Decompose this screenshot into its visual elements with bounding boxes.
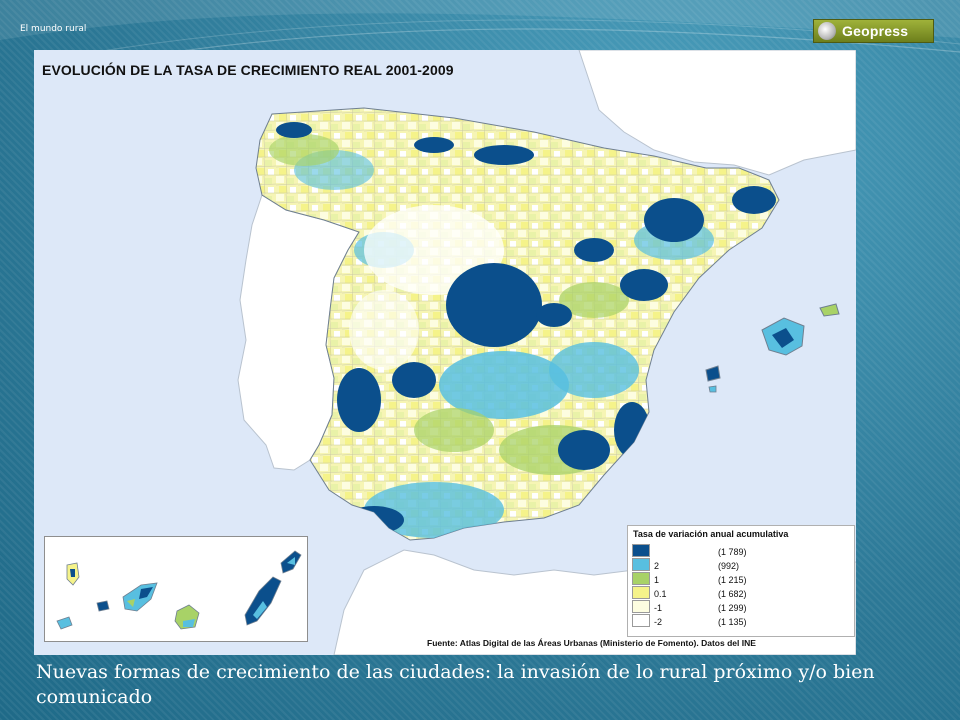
legend-count: (1 789) (718, 547, 747, 557)
legend-label: -1 (654, 603, 663, 613)
legend-item: (1 789) (632, 544, 852, 558)
legend-count: (1 215) (718, 575, 747, 585)
legend-count: (992) (718, 561, 740, 571)
legend-label: 1 (654, 575, 660, 585)
map-legend: Tasa de variación anual acumulativa (1 7… (627, 525, 855, 637)
legend-item: 1 (1 215) (632, 572, 852, 586)
map-canvas (237, 50, 856, 655)
legend-label: 0.1 (654, 589, 667, 599)
island-la-gomera (96, 600, 110, 612)
legend-item: -2 (1 135) (632, 614, 852, 628)
legend-title: Tasa de variación anual acumulativa (633, 529, 789, 539)
legend-swatch (632, 586, 650, 599)
legend-count: (1 135) (718, 617, 747, 627)
slide-header-label: El mundo rural (20, 24, 87, 34)
legend-swatch (632, 544, 650, 557)
legend-count: (1 299) (718, 603, 747, 613)
balearic-ibiza (705, 365, 721, 382)
legend-swatch (632, 600, 650, 613)
legend-item: -1 (1 299) (632, 600, 852, 614)
choropleth-map: EVOLUCIÓN DE LA TASA DE CRECIMIENTO REAL… (34, 50, 856, 655)
legend-swatch (632, 614, 650, 627)
slide-caption: Nuevas formas de crecimiento de las ciud… (36, 661, 875, 708)
legend-swatch (632, 572, 650, 585)
legend-item: 2 (992) (632, 558, 852, 572)
balearic-menorca (819, 303, 840, 317)
legend-count: (1 682) (718, 589, 747, 599)
island-el-hierro (56, 616, 73, 630)
growth-regions (269, 122, 776, 538)
logo-text: Geopress (842, 23, 909, 39)
legend-swatch (632, 558, 650, 571)
globe-icon (818, 22, 836, 40)
map-source: Fuente: Atlas Digital de las Áreas Urban… (427, 638, 756, 648)
geopress-logo: Geopress (813, 19, 934, 43)
canary-islands-map (56, 550, 302, 630)
legend-item: 0.1 (1 682) (632, 586, 852, 600)
map-title: EVOLUCIÓN DE LA TASA DE CRECIMIENTO REAL… (42, 62, 454, 78)
legend-label: 2 (654, 561, 660, 571)
canary-islands-inset (44, 536, 308, 642)
legend-label: -2 (654, 617, 663, 627)
france-land (578, 50, 856, 176)
